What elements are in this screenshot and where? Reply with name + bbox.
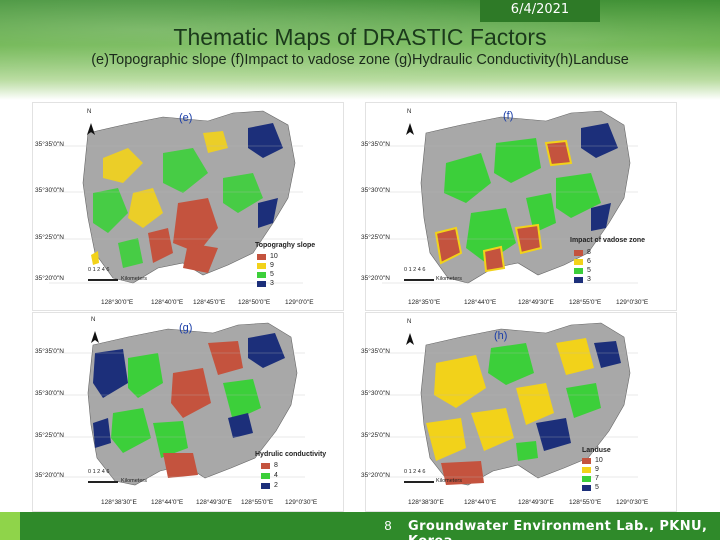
legend-item-e-0: 10 [257,253,278,260]
north-arrow-f: N [407,109,412,115]
map-f-graphic [382,110,638,284]
map-panel-e: N (e) 35°35'0"N 35°30'0"N 35°25'0"N 35°2… [32,102,344,311]
legend-title-e: Topograghy slope [255,242,316,249]
scale-unit-f: Kilometers [436,276,462,282]
legend-title-h: Landuse [582,447,611,454]
legend-item-e-2: 5 [257,271,274,278]
legend-title-g: Hydrulic conductivity [255,451,327,458]
panel-label-e: (e) [179,112,193,124]
header-background [0,0,720,100]
legend-item-f-1: 6 [574,258,591,265]
lat-f-1: 35°30'0"N [361,187,390,194]
lon-g-0: 128°38'30"E [101,499,137,506]
north-arrow-e: N [87,109,92,115]
legend-item-f-0: 8 [574,249,591,256]
lon-f-4: 129°0'30"E [616,299,649,306]
lon-h-0: 128°38'30"E [408,499,444,506]
scale-ticks-f: 0 1 2 4 6 [404,267,426,273]
lon-g-1: 128°44'0"E [151,499,184,506]
panel-label-h: (h) [494,330,508,342]
lat-h-1: 35°30'0"N [361,390,390,397]
legend-title-f: Impact of vadose zone [570,237,646,244]
lon-g-4: 129°0'30"E [285,499,318,506]
legend-item-g-1: 4 [261,472,278,479]
legend-item-g-0: 8 [261,462,278,469]
lon-e-0: 128°30'0"E [101,299,134,306]
scale-unit-e: Kilometers [121,276,147,282]
lon-f-0: 128°35'0"E [408,299,441,306]
legend-item-g-2: 2 [261,482,278,489]
lat-f-0: 35°35'0"N [361,141,390,148]
lat-g-2: 35°25'0"N [35,432,64,439]
lon-f-2: 128°49'30"E [518,299,554,306]
lat-g-1: 35°30'0"N [35,390,64,397]
lon-h-4: 129°0'30"E [616,499,649,506]
legend-item-e-3: 3 [257,280,274,287]
slide-title: Thematic Maps of DRASTIC Factors [173,24,547,50]
legend-item-h-3: 5 [582,484,599,491]
legend-item-f-3: 3 [574,276,591,283]
map-g-graphic [49,322,305,486]
scale-ticks-e: 0 1 2 4 6 [88,267,110,273]
north-arrow-g: N [91,317,96,323]
footer-accent [0,512,20,540]
lon-e-1: 128°40'0"E [151,299,184,306]
map-panel-g: N (g) 35°35'0"N 35°30'0"N 35°25'0"N 35°2… [32,312,344,512]
scale-unit-h: Kilometers [436,478,462,484]
lat-e-2: 35°25'0"N [35,234,64,241]
footer-lab-name: Groundwater Environment Lab., PKNU, Kore… [408,519,708,549]
lat-e-3: 35°20'0"N [35,275,64,282]
page-number: 8 [384,518,392,533]
lat-e-1: 35°30'0"N [35,187,64,194]
lon-f-1: 128°44'0"E [464,299,497,306]
map-panel-h: N (h) 35°35'0"N 35°30'0"N 35°25'0"N 35°2… [361,312,677,512]
footer-bar [0,512,720,540]
map-e-graphic [49,110,303,284]
scale-ticks-g: 0 1 2 4 6 [88,469,110,475]
lon-h-2: 128°49'30"E [518,499,554,506]
lon-g-3: 128°55'0"E [241,499,274,506]
panel-label-g: (g) [179,322,193,334]
lon-g-2: 128°49'30"E [196,499,232,506]
legend-item-f-2: 5 [574,267,591,274]
lon-f-3: 128°55'0"E [569,299,602,306]
date-label: 6/4/2021 [510,2,570,17]
legend-item-h-2: 7 [582,475,599,482]
map-h-graphic [382,322,638,486]
lon-e-4: 129°0'0"E [285,299,314,306]
lat-e-0: 35°35'0"N [35,141,64,148]
lon-h-3: 128°55'0"E [569,499,602,506]
lat-f-3: 35°20'0"N [361,275,390,282]
lat-h-3: 35°20'0"N [361,472,390,479]
legend-item-h-1: 9 [582,466,599,473]
date-box [480,0,600,22]
lat-h-2: 35°25'0"N [361,432,390,439]
lon-h-1: 128°44'0"E [464,499,497,506]
legend-item-h-0: 10 [582,457,603,464]
panel-label-f: (f) [503,110,514,122]
north-arrow-h: N [407,319,412,325]
scale-ticks-h: 0 1 2 4 6 [404,469,426,475]
map-panel-f: N (f) 35°35'0"N 35°30'0"N 35°25'0"N 35°2… [361,102,677,311]
lat-h-0: 35°35'0"N [361,348,390,355]
legend-item-e-1: 9 [257,262,274,269]
lat-g-3: 35°20'0"N [35,472,64,479]
lon-e-3: 128°50'0"E [238,299,271,306]
slide-subtitle: (e)Topographic slope (f)Impact to vadose… [91,52,629,68]
lon-e-2: 128°45'0"E [193,299,226,306]
scale-unit-g: Kilometers [121,478,147,484]
lat-f-2: 35°25'0"N [361,234,390,241]
lat-g-0: 35°35'0"N [35,348,64,355]
